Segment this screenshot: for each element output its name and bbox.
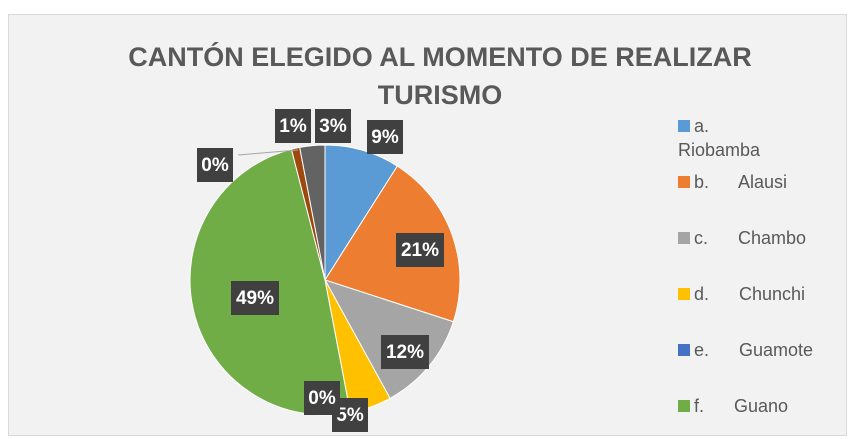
data-label: 49% (236, 288, 274, 309)
legend-item: f. Guano (678, 394, 843, 418)
legend-item: a. Riobamba (678, 114, 798, 162)
data-label-box (315, 109, 351, 143)
legend-item: b. Alausi (678, 170, 843, 194)
legend-label: d. Chunchi (694, 284, 806, 304)
data-label: 9% (371, 127, 399, 148)
pie-slice (299, 144, 326, 281)
data-label: 1% (279, 116, 307, 137)
legend-label: c. Chambo (694, 228, 807, 248)
data-label: 0% (201, 155, 229, 176)
legend-item: c. Chambo (678, 226, 843, 250)
legend-swatch (678, 344, 690, 356)
data-label: 12% (386, 342, 424, 363)
data-label: 21% (401, 240, 439, 261)
data-label-box (396, 233, 444, 267)
data-label-box (275, 109, 311, 143)
chart-title: CANTÓN ELEGIDO AL MOMENTO DE REALIZAR TU… (128, 42, 752, 110)
legend-item: e. Guamote (678, 338, 843, 362)
data-label-box (367, 120, 403, 154)
legend-label: b. Alausi (694, 172, 788, 192)
data-label: 0% (308, 388, 336, 409)
data-label: 3% (319, 116, 347, 137)
data-label-box (231, 281, 279, 315)
legend-item: d. Chunchi (678, 282, 843, 306)
data-label-box (304, 381, 340, 415)
legend-swatch (678, 288, 690, 300)
legend-label: a. Riobamba (678, 116, 761, 160)
legend-swatch (678, 120, 690, 132)
legend-swatch (678, 176, 690, 188)
leader-line (237, 149, 299, 156)
data-label-box (197, 148, 233, 182)
data-label-box (381, 335, 429, 369)
legend-label: f. Guano (694, 396, 789, 416)
data-label: 5% (336, 405, 364, 426)
legend-swatch (678, 232, 690, 244)
legend-label: e. Guamote (694, 340, 814, 360)
legend-swatch (678, 400, 690, 412)
pie-slice (324, 165, 461, 323)
